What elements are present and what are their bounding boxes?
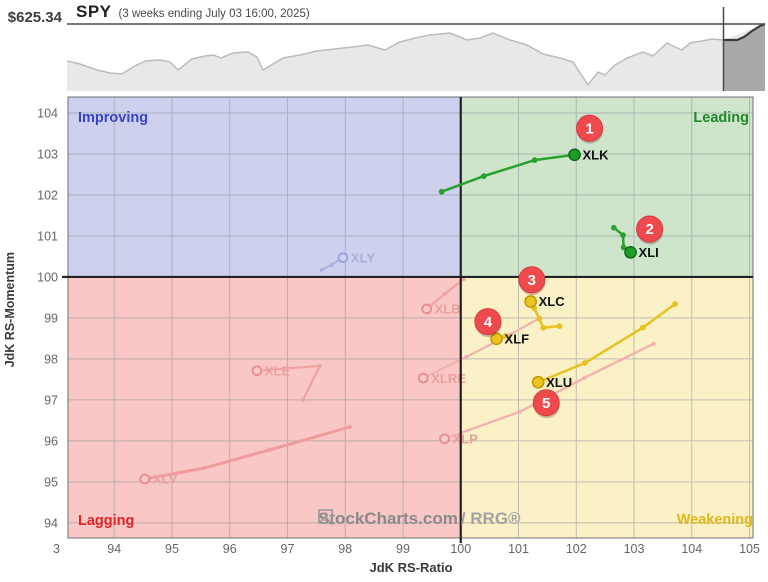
rrg-axis-ticks: 3 94 95 96 97 98 99 100 101 102 103 104 105 104 103 102… [37,106,760,556]
rank-badge-4: 4 [474,308,502,338]
svg-text:97: 97 [281,542,295,556]
marker-XLV [139,473,151,485]
svg-text:96: 96 [44,434,58,448]
series-XLRE[interactable]: XLRE [417,315,542,386]
series-XLC[interactable]: XLC [524,294,566,331]
svg-text:98: 98 [338,542,352,556]
marker-XLP [439,433,450,445]
rrg-quadrants [68,97,753,538]
rank-badge-2: 2 [636,215,664,245]
svg-text:97: 97 [44,393,58,407]
series-XLU[interactable]: XLU [531,301,678,390]
series-XLB[interactable]: XLB [421,276,466,317]
svg-text:3: 3 [528,272,536,289]
series-XLE[interactable]: XLE [251,363,322,402]
series-XLY[interactable]: XLY [319,250,375,273]
svg-text:101: 101 [37,229,58,243]
svg-text:98: 98 [44,352,58,366]
svg-text:3: 3 [53,542,60,556]
spy-price-label: $625.34 [7,9,62,26]
svg-text:99: 99 [44,311,58,325]
marker-XLF [490,332,503,346]
svg-text:101: 101 [508,542,529,556]
marker-XLC [524,295,537,308]
spy-period-subtitle: (3 weeks ending July 03 16:00, 2025) [118,8,310,20]
quadrant-label-leading: Leading [693,110,749,126]
label-XLV: XLV [153,472,178,487]
series-XLK[interactable]: XLK [438,147,610,195]
svg-text:94: 94 [44,516,58,530]
svg-text:104: 104 [37,106,58,120]
rrg-plot-border [67,96,754,539]
spy-symbol-title: SPY [76,2,112,21]
svg-text:100: 100 [37,270,58,284]
svg-text:95: 95 [44,475,58,489]
rank-badge-3: 3 [518,266,546,296]
svg-text:95: 95 [165,542,179,556]
spy-sparkline [66,7,766,91]
watermark-text: StockCharts.com [318,509,458,528]
marker-XLRE [417,372,429,384]
svg-text:103: 103 [37,147,58,161]
label-XLP: XLP [453,431,479,446]
series-XLI[interactable]: XLI [610,224,659,260]
svg-text:102: 102 [37,188,58,202]
label-XLY: XLY [351,250,375,265]
stockcharts-logo-icon [318,509,334,526]
marker-XLE [251,365,263,377]
svg-text:1: 1 [585,120,593,137]
marker-XLI [624,245,637,259]
label-XLC: XLC [539,294,566,309]
svg-text:94: 94 [107,542,121,556]
svg-text:100: 100 [450,542,471,556]
marker-XLK [568,148,581,162]
series-XLV[interactable]: XLV [139,424,352,487]
label-XLE: XLE [265,363,291,378]
label-XLU: XLU [546,375,572,390]
marker-XLU [531,375,545,389]
rank-badge-1: 1 [576,114,604,144]
spy-chart-header: SPY (3 weeks ending July 03 16:00, 2025) [76,2,310,22]
quadrant-label-weakening: Weakening [676,512,753,528]
series-XLF[interactable]: XLF [490,331,530,346]
watermark-suffix: / RRG® [460,509,521,528]
marker-XLB [421,303,433,315]
svg-text:105: 105 [739,542,760,556]
quadrant-label-lagging: Lagging [78,513,135,529]
svg-text:96: 96 [223,542,237,556]
x-axis-title: JdK RS-Ratio [369,560,453,575]
label-XLI: XLI [639,245,659,260]
svg-text:103: 103 [624,542,645,556]
svg-text:104: 104 [681,542,702,556]
quadrant-label-improving: Improving [78,110,149,126]
label-XLB: XLB [435,301,461,316]
svg-text:102: 102 [566,542,587,556]
svg-text:5: 5 [542,395,550,412]
svg-text:2: 2 [645,221,653,238]
label-XLRE: XLRE [431,371,466,386]
rrg-center-dividers [62,97,753,543]
label-XLF: XLF [505,331,530,346]
y-axis-title: JdK RS-Momentum [3,252,17,368]
svg-text:4: 4 [484,314,493,331]
stockcharts-watermark: StockCharts.com / RRG® [318,509,521,529]
marker-XLY [337,252,349,264]
label-XLK: XLK [583,147,610,162]
rank-badge-5: 5 [532,389,560,419]
svg-text:99: 99 [396,542,410,556]
